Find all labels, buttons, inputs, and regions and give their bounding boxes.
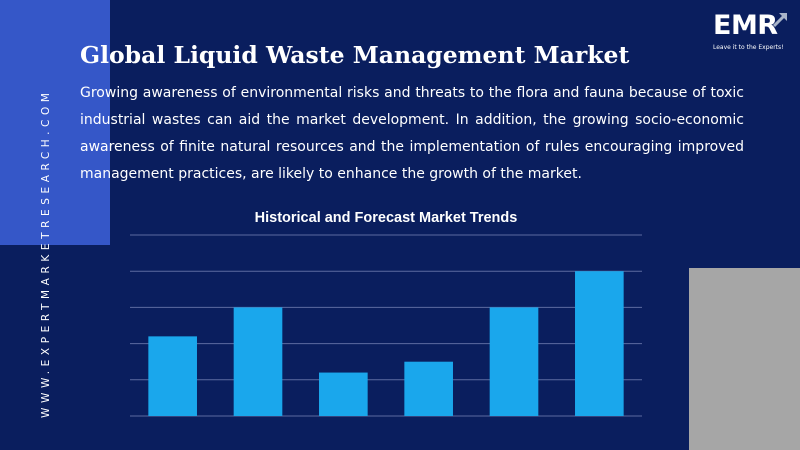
arrow-up-right-icon — [772, 12, 788, 28]
chart-bar-4 — [404, 361, 453, 416]
emr-logo: EMR Leave it to the Experts! — [703, 8, 793, 60]
logo-tagline: Leave it to the Experts! — [713, 44, 784, 51]
accent-block-left — [0, 0, 110, 245]
chart-bar-1 — [148, 336, 197, 416]
market-description: Growing awareness of environmental risks… — [80, 85, 744, 182]
chart-bar-2 — [233, 307, 283, 416]
bar-chart — [130, 234, 642, 417]
site-url: WWW.EXPERTMARKETRESEARCH.COM — [40, 88, 52, 418]
chart-bar-5 — [489, 307, 539, 416]
chart-bar-6 — [575, 271, 624, 416]
accent-block-right — [689, 268, 800, 450]
page-title: Global Liquid Waste Management Market — [80, 41, 630, 69]
chart-bar-3 — [319, 372, 368, 416]
logo-text: EMR — [713, 10, 778, 41]
chart-title: Historical and Forecast Market Trends — [254, 210, 518, 226]
